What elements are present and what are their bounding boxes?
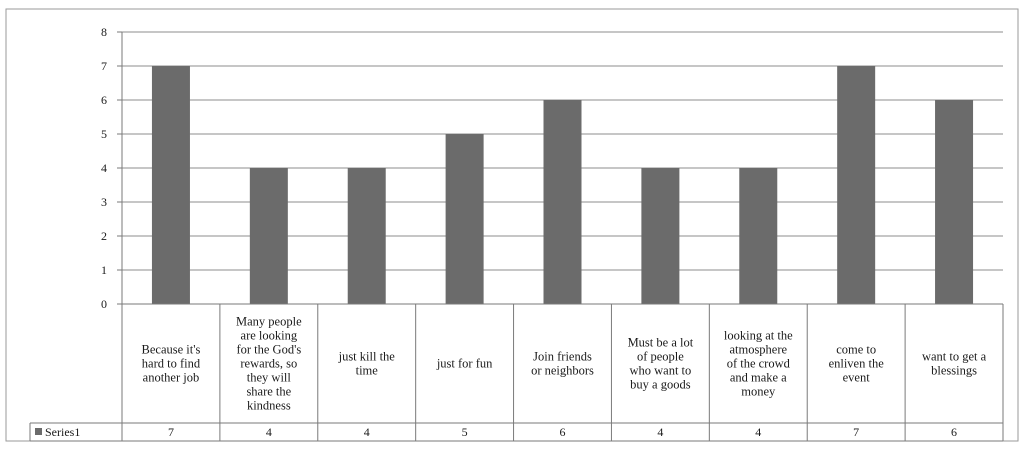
category-label: come to enliven the event: [829, 343, 885, 385]
bar: [347, 168, 386, 304]
y-tick-label: 1: [101, 263, 107, 277]
y-tick-label: 2: [101, 229, 107, 243]
category-label: Must be a lot of people who want to buy a g…: [628, 336, 694, 392]
bar: [837, 66, 876, 304]
bar: [151, 66, 190, 304]
legend-key: [35, 428, 42, 435]
bar: [935, 100, 974, 304]
bar: [739, 168, 778, 304]
y-tick-label: 0: [101, 297, 107, 311]
data-table-value: 6: [951, 425, 957, 439]
bar: [249, 168, 288, 304]
data-table-value: 4: [657, 425, 663, 439]
category-label: want to get a blessings: [922, 350, 987, 378]
category-label: just kill the time: [338, 350, 396, 378]
data-table-value: 4: [364, 425, 370, 439]
category-label: just for fun: [436, 357, 493, 371]
data-table-value: 4: [266, 425, 272, 439]
y-tick-label: 5: [101, 127, 107, 141]
y-tick-label: 6: [101, 93, 107, 107]
bar: [641, 168, 680, 304]
data-table-value: 6: [560, 425, 566, 439]
category-label: looking at the atmosphere of the crowd and …: [724, 329, 793, 399]
category-label: Many people are looking for the God's rewar…: [236, 315, 302, 413]
y-tick-label: 3: [101, 195, 107, 209]
bar: [543, 100, 582, 304]
category-label: Because it's hard to find another job: [142, 343, 201, 385]
bar: [445, 134, 484, 304]
data-table-value: 7: [853, 425, 859, 439]
data-table-value: 5: [462, 425, 468, 439]
y-tick-label: 4: [101, 161, 107, 175]
data-table-value: 7: [168, 425, 174, 439]
data-table-value: 4: [755, 425, 761, 439]
series-name-label: Series1: [45, 425, 80, 439]
y-tick-label: 7: [101, 59, 107, 73]
category-label: Join friends or neighbors: [531, 350, 594, 378]
y-tick-label: 8: [101, 25, 107, 39]
